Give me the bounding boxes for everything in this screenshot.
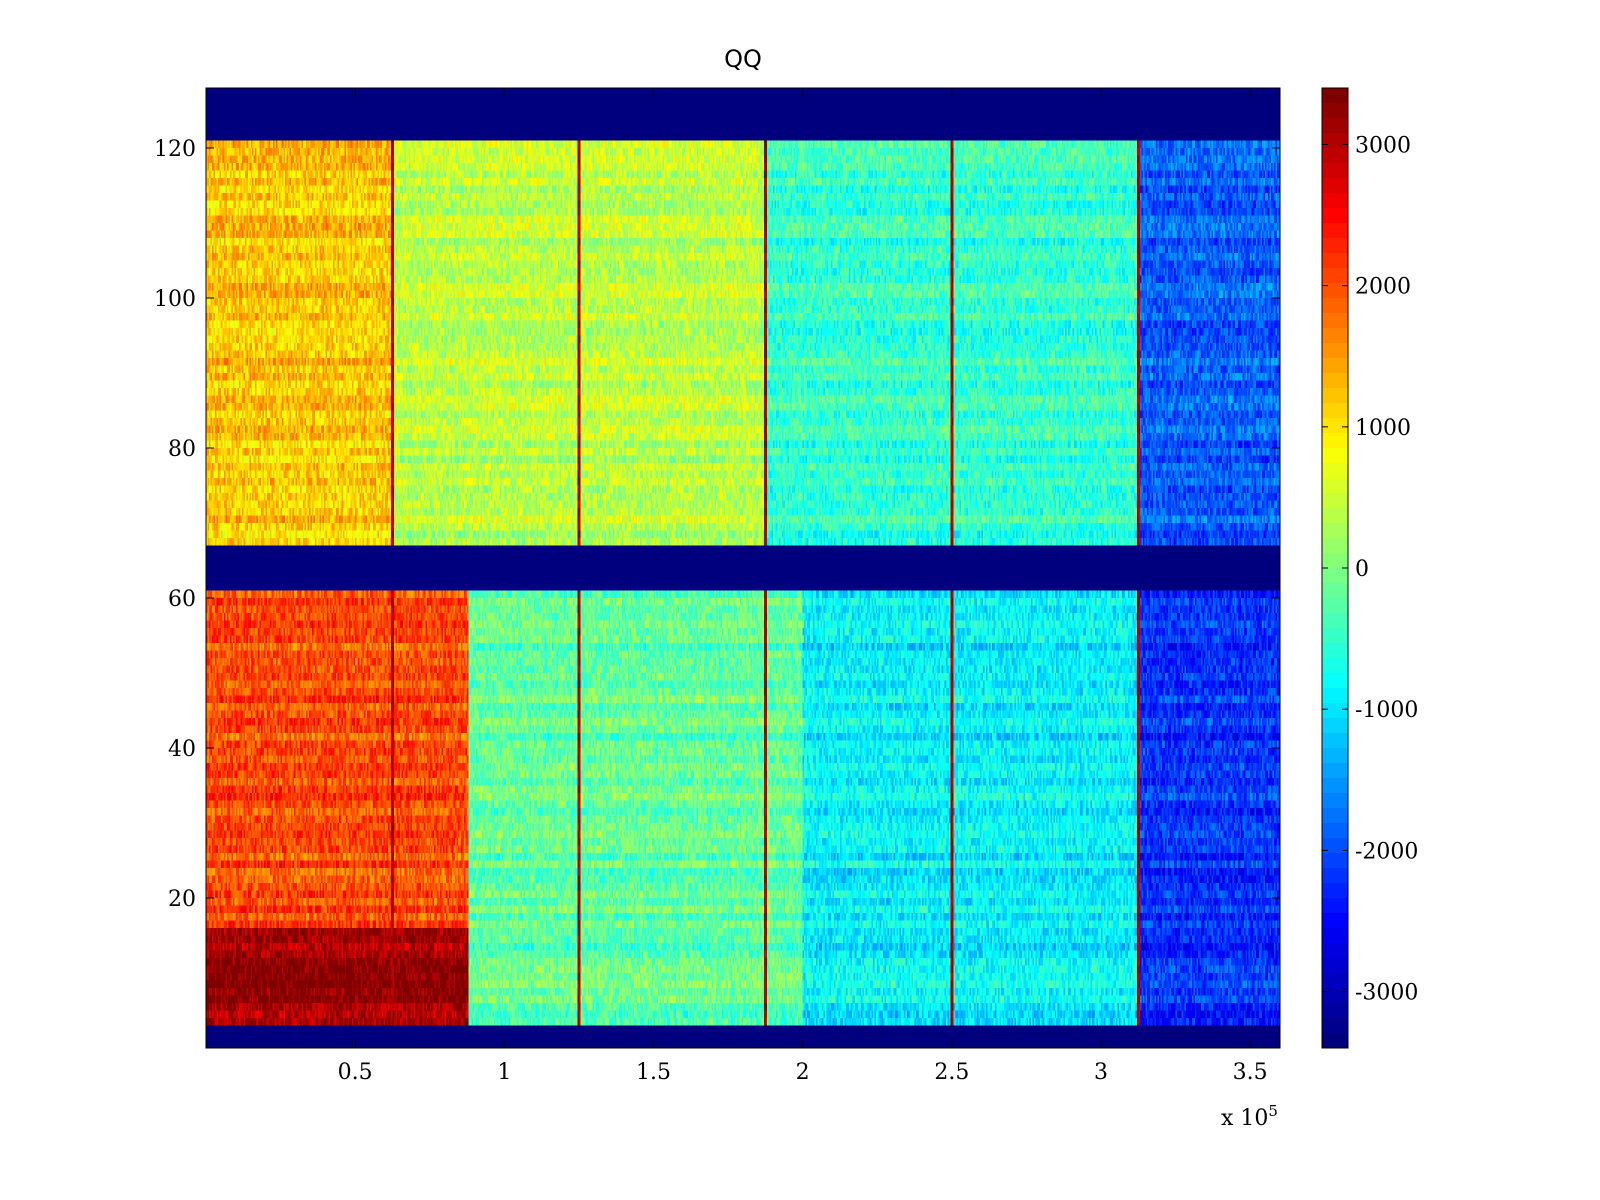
colorbar-tick-label: -1000 [1355,698,1418,723]
x-tick-label: 2 [796,1060,810,1085]
y-axis: 20 40 60 80 100 120 [154,137,1280,912]
x-tick-label: 0.5 [338,1060,373,1085]
x-tick-label: 3 [1094,1060,1108,1085]
y-tick-label: 60 [168,587,196,612]
colorbar-tick-label: 1000 [1355,416,1411,441]
x-axis-multiplier-exponent: 5 [1268,1102,1278,1120]
colorbar-tick-label: 2000 [1355,275,1411,300]
colorbar-axis: 3000 2000 1000 0 -1000 -2000 -3000 [1322,133,1418,1006]
x-axis: 0.5 1 1.5 2 2.5 3 3.5 [338,88,1268,1085]
y-tick-label: 120 [154,137,196,162]
x-tick-label: 1 [497,1060,511,1085]
y-tick-label: 80 [168,437,196,462]
y-tick-label: 40 [168,737,196,762]
chart-title: QQ [724,45,762,73]
colorbar-tick-label: -3000 [1355,981,1418,1006]
colorbar-tick-label: 0 [1355,557,1369,582]
x-tick-label: 1.5 [636,1060,671,1085]
y-tick-label: 100 [154,287,196,312]
x-tick-label: 2.5 [934,1060,969,1085]
colorbar-tick-label: 3000 [1355,133,1411,158]
y-tick-label: 20 [168,887,196,912]
colorbar-tick-label: -2000 [1355,839,1418,864]
x-axis-multiplier: x 105 [1221,1102,1278,1131]
plot-frame [205,87,1281,1049]
heatmap-image [206,88,1280,1048]
x-tick-label: 3.5 [1233,1060,1268,1085]
